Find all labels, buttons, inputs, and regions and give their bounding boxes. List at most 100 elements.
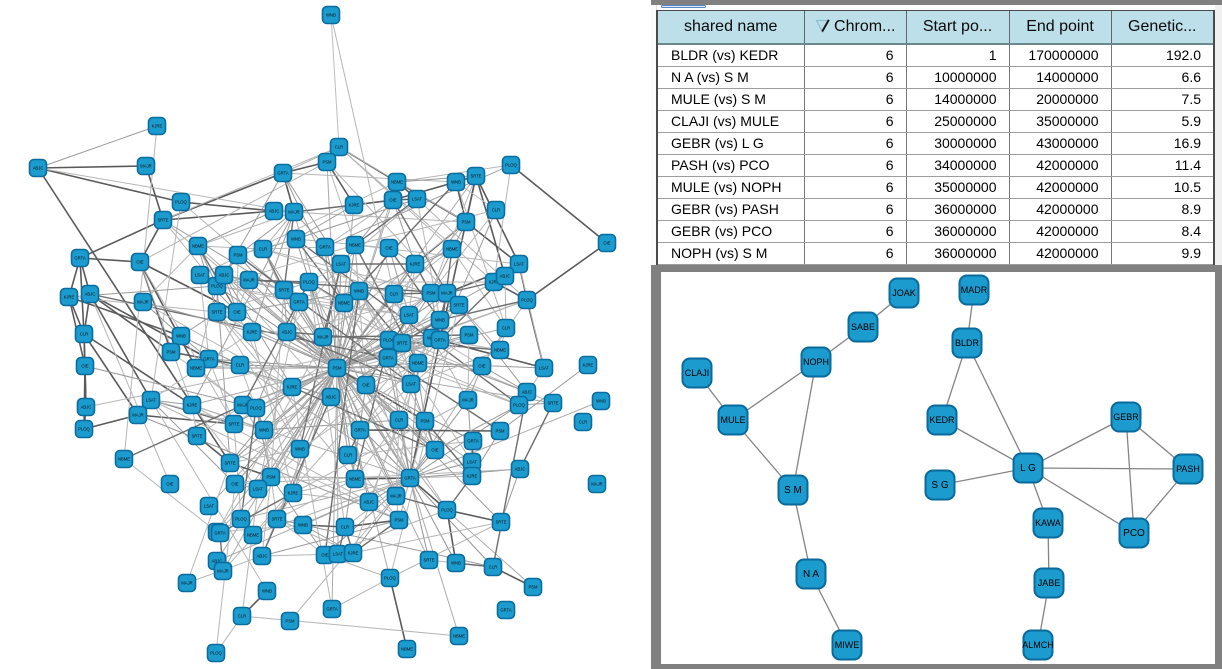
svg-text:PSM: PSM <box>420 419 430 424</box>
svg-text:KJRE: KJRE <box>349 203 360 208</box>
svg-text:SRTE: SRTE <box>547 401 558 406</box>
svg-text:GRTA: GRTA <box>203 357 214 362</box>
svg-text:ABJC: ABJC <box>515 467 526 472</box>
svg-text:LSAT: LSAT <box>412 197 423 202</box>
svg-text:NBME: NBME <box>118 457 130 462</box>
svg-text:MAJR: MAJR <box>390 494 401 499</box>
svg-text:NBME: NBME <box>391 180 403 185</box>
svg-text:MAJR: MAJR <box>317 335 328 340</box>
svg-text:OIE: OIE <box>136 260 143 265</box>
svg-text:PSM: PSM <box>322 160 332 165</box>
svg-text:WNB: WNB <box>354 289 364 294</box>
svg-text:WNB: WNB <box>291 237 301 242</box>
svg-text:PCO: PCO <box>1123 528 1145 539</box>
svg-text:PLOQ: PLOQ <box>175 200 187 205</box>
svg-text:OIE: OIE <box>478 364 485 369</box>
svg-text:CLR: CLR <box>335 145 343 150</box>
svg-text:CLR: CLR <box>502 326 510 331</box>
svg-text:KJRE: KJRE <box>64 295 75 300</box>
svg-text:SRTE: SRTE <box>224 461 235 466</box>
svg-text:ABJC: ABJC <box>500 274 511 279</box>
svg-text:PSM: PSM <box>464 333 474 338</box>
svg-text:WNB: WNB <box>451 561 461 566</box>
svg-text:WNB: WNB <box>259 428 269 433</box>
svg-text:CLR: CLR <box>492 208 500 213</box>
svg-text:ABJC: ABJC <box>364 500 375 505</box>
svg-text:GRTA: GRTA <box>434 338 445 343</box>
svg-text:CLR: CLR <box>344 453 352 458</box>
svg-text:GRTA: GRTA <box>326 607 337 612</box>
svg-text:PLOQ: PLOQ <box>521 298 533 303</box>
svg-text:SRTE: SRTE <box>157 218 168 223</box>
svg-text:GRTA: GRTA <box>354 428 365 433</box>
svg-text:SRTE: SRTE <box>423 558 434 563</box>
svg-text:GEBR: GEBR <box>1113 412 1139 422</box>
svg-text:N A: N A <box>803 569 819 580</box>
svg-text:SRTE: SRTE <box>453 303 464 308</box>
svg-text:ABJC: ABJC <box>212 559 223 564</box>
svg-text:MAJR: MAJR <box>132 413 143 418</box>
svg-text:LSAT: LSAT <box>404 313 415 318</box>
svg-text:SABE: SABE <box>851 322 875 332</box>
svg-text:ABJC: ABJC <box>282 330 293 335</box>
svg-text:MAJR: MAJR <box>591 482 602 487</box>
svg-text:MAJR: MAJR <box>237 403 248 408</box>
svg-text:CLAJI: CLAJI <box>685 368 710 378</box>
svg-text:MAJR: MAJR <box>288 210 299 215</box>
svg-text:KJRE: KJRE <box>287 385 298 390</box>
svg-text:PLOQ: PLOQ <box>513 403 525 408</box>
svg-text:MAJR: MAJR <box>441 291 452 296</box>
svg-text:NBME: NBME <box>412 361 424 366</box>
svg-text:ABJC: ABJC <box>81 405 92 410</box>
svg-text:LSAT: LSAT <box>204 504 215 509</box>
svg-text:OIE: OIE <box>231 482 238 487</box>
svg-text:LSAT: LSAT <box>467 460 478 465</box>
svg-text:S M: S M <box>784 485 802 496</box>
svg-text:OIE: OIE <box>321 553 328 558</box>
svg-text:ABJC: ABJC <box>33 166 44 171</box>
svg-text:SRTE: SRTE <box>271 517 282 522</box>
svg-text:WNB: WNB <box>326 13 336 18</box>
svg-text:MADR: MADR <box>961 285 988 295</box>
svg-text:LSAT: LSAT <box>514 262 525 267</box>
svg-text:NBME: NBME <box>453 634 465 639</box>
svg-text:PSM: PSM <box>332 366 342 371</box>
svg-text:SRTE: SRTE <box>191 434 202 439</box>
svg-text:WNB: WNB <box>451 180 461 185</box>
svg-text:SRTE: SRTE <box>211 310 222 315</box>
svg-text:NBME: NBME <box>494 348 506 353</box>
svg-text:OIE: OIE <box>233 310 240 315</box>
svg-text:CLR: CLR <box>395 418 403 423</box>
svg-text:WNB: WNB <box>298 523 308 528</box>
svg-text:CLR: CLR <box>390 292 398 297</box>
svg-text:PLOQ: PLOQ <box>505 163 517 168</box>
svg-text:SRTE: SRTE <box>396 341 407 346</box>
svg-text:NBME: NBME <box>190 366 202 371</box>
svg-text:PLOQ: PLOQ <box>211 284 223 289</box>
svg-text:WNB: WNB <box>596 399 606 404</box>
svg-text:CLR: CLR <box>489 565 497 570</box>
svg-text:SRTE: SRTE <box>470 174 481 179</box>
svg-text:NBME: NBME <box>401 647 413 652</box>
svg-text:LSAT: LSAT <box>336 262 347 267</box>
svg-text:OIE: OIE <box>389 198 396 203</box>
svg-text:NBME: NBME <box>247 533 259 538</box>
svg-text:WNB: WNB <box>295 447 305 452</box>
svg-text:MAJR: MAJR <box>217 569 228 574</box>
svg-text:NBME: NBME <box>192 244 204 249</box>
svg-text:GRTA: GRTA <box>214 531 225 536</box>
svg-text:KJRE: KJRE <box>410 262 421 267</box>
svg-text:KJRE: KJRE <box>583 363 594 368</box>
svg-text:LSAT: LSAT <box>146 398 157 403</box>
svg-text:GRTA: GRTA <box>382 356 393 361</box>
svg-text:CLR: CLR <box>341 525 349 530</box>
svg-text:KEDR: KEDR <box>929 415 955 425</box>
svg-text:SRTE: SRTE <box>495 520 506 525</box>
svg-text:ABJC: ABJC <box>257 554 268 559</box>
svg-text:SRTE: SRTE <box>228 422 239 427</box>
svg-text:GRTA: GRTA <box>319 245 330 250</box>
svg-text:SRTE: SRTE <box>278 288 289 293</box>
svg-text:MAJR: MAJR <box>137 300 148 305</box>
svg-text:PASH: PASH <box>1176 464 1200 474</box>
svg-text:LSAT: LSAT <box>539 366 550 371</box>
